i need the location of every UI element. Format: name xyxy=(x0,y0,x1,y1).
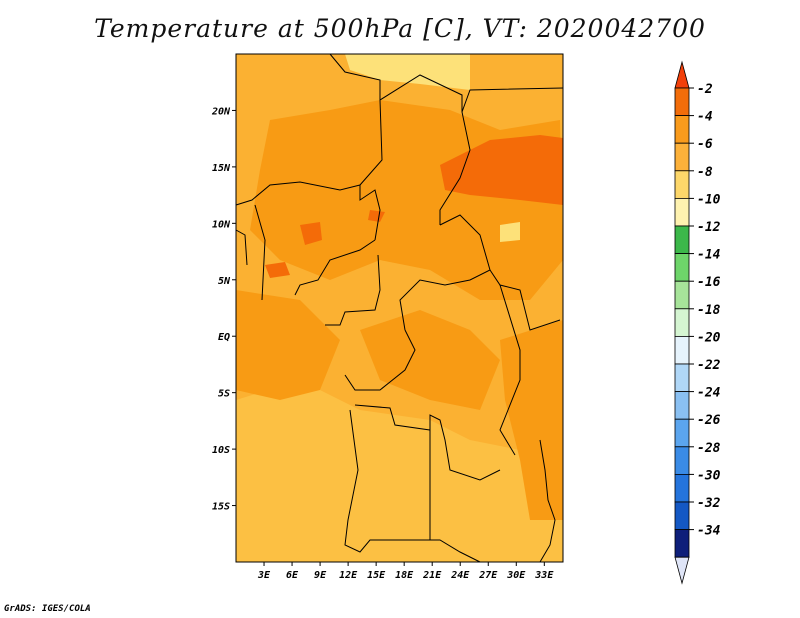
field-region-cool-patch xyxy=(500,222,520,242)
grads-credit: GrADS: IGES/COLA xyxy=(4,604,91,614)
colorbar-swatch xyxy=(674,473,690,503)
lon-tick-label: 15E xyxy=(367,570,386,581)
colorbar-swatch xyxy=(674,225,690,255)
colorbar-top-arrow xyxy=(674,60,690,89)
lon-tick-label: 12E xyxy=(339,570,358,581)
border-line xyxy=(325,254,381,326)
border-line xyxy=(499,284,521,456)
colorbar-label: -26 xyxy=(697,413,721,428)
colorbar-label: -34 xyxy=(697,524,721,539)
border-line xyxy=(461,87,564,113)
colorbar-swatch xyxy=(674,142,690,172)
lon-tick-label: 6E xyxy=(286,570,299,581)
lon-tick-label: 27E xyxy=(478,570,498,581)
border-line xyxy=(294,239,376,296)
border-line xyxy=(359,99,383,241)
colorbar-swatch xyxy=(674,170,690,199)
lat-tick-label: 20N xyxy=(211,106,231,117)
lon-tick-label: 9E xyxy=(314,570,327,581)
field-region-cool-patch xyxy=(345,54,470,90)
chart-title: Temperature at 500hPa [C], VT: 202004270… xyxy=(94,14,706,43)
colorbar-label: -20 xyxy=(697,330,721,345)
colorbar-label: -16 xyxy=(697,275,721,290)
field-region-south-lighter xyxy=(236,380,563,562)
colorbar-label: -8 xyxy=(697,165,713,180)
field-region-hot-patch xyxy=(368,210,385,222)
border-line xyxy=(344,409,481,563)
border-line xyxy=(254,204,266,301)
colorbar-label: -28 xyxy=(697,441,721,456)
colorbar-swatch xyxy=(674,280,690,310)
field-region-hot-patch xyxy=(440,135,563,205)
border-line xyxy=(344,329,416,391)
colorbar-swatch xyxy=(674,501,690,531)
border-line xyxy=(489,269,561,331)
lat-tick-label: 5N xyxy=(218,276,231,287)
field-region-hot-patch xyxy=(265,262,290,278)
field-region-warm-core xyxy=(500,320,563,520)
colorbar-swatch xyxy=(674,446,690,475)
colorbar: -2 -4 -6 -8 -10 -12 -14 -16 -18 -20 -22 -24 -26 -28 -3… xyxy=(674,60,721,585)
border-line xyxy=(329,53,471,225)
colorbar-swatch xyxy=(674,115,690,144)
border-line xyxy=(539,439,556,563)
lon-tick-label: 18E xyxy=(395,570,414,581)
colorbar-label: -4 xyxy=(697,110,713,125)
colorbar-swatch xyxy=(674,418,690,448)
lat-tick-label: 10S xyxy=(212,445,230,456)
lon-tick-label: 24E xyxy=(450,570,470,581)
latitude-axis: 20N 15N 10N 5N EQ 5S 10S 15S xyxy=(211,106,236,513)
colorbar-swatch xyxy=(674,529,690,558)
lon-tick-label: 3E xyxy=(257,570,271,581)
colorbar-label: -24 xyxy=(697,386,721,401)
lat-tick-label: 5S xyxy=(218,389,230,400)
temperature-field xyxy=(236,54,563,562)
country-borders xyxy=(235,53,564,563)
colorbar-label: -10 xyxy=(697,192,721,207)
colorbar-swatch xyxy=(674,363,690,393)
map-frame xyxy=(235,53,564,563)
colorbar-label: -2 xyxy=(697,82,713,97)
colorbar-swatch xyxy=(674,308,690,337)
colorbar-label: -22 xyxy=(697,358,721,373)
lon-tick-label: 21E xyxy=(422,570,442,581)
field-region-hot-patch xyxy=(300,222,322,245)
colorbar-label: -18 xyxy=(697,303,721,318)
colorbar-swatch xyxy=(674,253,690,282)
border-line xyxy=(399,214,491,331)
lat-tick-label: 15S xyxy=(212,502,230,513)
border-line xyxy=(235,181,361,206)
colorbar-label: -12 xyxy=(697,220,721,235)
lon-tick-label: 30E xyxy=(506,570,526,581)
colorbar-label: -6 xyxy=(697,137,713,152)
colorbar-swatch xyxy=(674,87,690,117)
border-line xyxy=(354,404,501,481)
field-region-warm-core xyxy=(236,290,340,400)
colorbar-swatch xyxy=(674,335,690,365)
colorbar-swatch xyxy=(674,391,690,420)
lat-tick-label: EQ xyxy=(218,332,230,343)
lon-tick-label: 33E xyxy=(534,570,554,581)
colorbar-swatch xyxy=(674,197,690,227)
longitude-axis: 3E 6E 9E 12E 15E 18E 21E 24E 27E 30E 33E xyxy=(257,562,554,581)
colorbar-label: -14 xyxy=(697,248,721,263)
lat-tick-label: 10N xyxy=(212,219,231,230)
lat-tick-label: 15N xyxy=(212,163,231,174)
colorbar-label: -30 xyxy=(697,468,721,483)
field-region-warm-core xyxy=(360,310,500,410)
colorbar-bottom-arrow xyxy=(674,556,690,585)
colorbar-label: -32 xyxy=(697,496,721,511)
border-line xyxy=(235,229,248,266)
